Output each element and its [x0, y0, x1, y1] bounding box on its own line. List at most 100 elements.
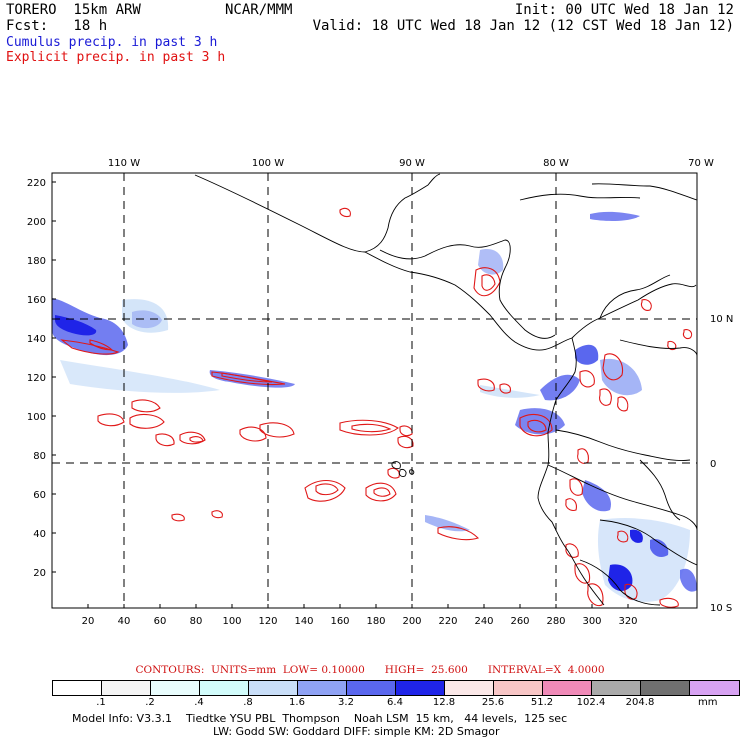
explicit-contour	[373, 487, 391, 497]
y-tick-label: 160	[27, 295, 46, 306]
precip-map: 110 W 100 W 90 W 80 W 70 W 10 N 0 10 S	[27, 158, 733, 625]
explicit-contour	[365, 482, 397, 502]
x-tick-label: 40	[118, 616, 131, 625]
colorbar-label: 25.6	[481, 697, 505, 708]
y-tick-label: 60	[33, 490, 46, 501]
coastline-yucatan	[379, 239, 556, 339]
explicit-contour	[60, 339, 120, 355]
x-tick-label: 20	[82, 616, 95, 625]
explicit-contour	[437, 526, 480, 541]
explicit-contour	[667, 340, 677, 351]
cumulus-area	[122, 299, 169, 333]
explicit-contour	[599, 388, 612, 406]
contour-info: CONTOURS: UNITS=mm LOW= 0.10000 HIGH= 25…	[135, 664, 605, 676]
lon-label-70w: 70 W	[688, 158, 714, 169]
colorbar-unit: mm	[698, 697, 718, 708]
explicit-contour	[221, 372, 273, 383]
colorbar-label: .2	[145, 697, 155, 708]
organization: NCAR/MMM	[225, 2, 293, 18]
colorbar-swatch	[249, 681, 298, 695]
colorbar-swatch	[690, 681, 739, 695]
colorbar-label: 6.4	[387, 697, 403, 708]
colorbar-swatch	[396, 681, 445, 695]
explicit-contour	[682, 329, 693, 340]
explicit-contour	[579, 370, 595, 388]
y-tick-label: 80	[33, 451, 46, 462]
colorbar	[52, 680, 740, 696]
cumulus-area	[650, 539, 669, 558]
explicit-contour	[569, 478, 583, 496]
cumulus-area	[60, 360, 220, 393]
y-tick-label: 140	[27, 334, 46, 345]
explicit-contour	[189, 436, 204, 443]
explicit-contour	[574, 563, 591, 584]
lon-label-90w: 90 W	[399, 158, 425, 169]
cumulus-area	[575, 344, 599, 365]
colorbar-label: 12.8	[432, 697, 456, 708]
explicit-contour	[89, 339, 114, 351]
explicit-contour	[617, 530, 629, 543]
y-tick-label: 180	[27, 256, 46, 267]
explicit-contour	[387, 467, 400, 479]
explicit-contour	[499, 383, 511, 394]
explicit-contour	[659, 597, 679, 608]
colorbar-swatch	[298, 681, 347, 695]
colorbar-label: 204.8	[625, 697, 655, 708]
cumulus-area	[582, 480, 611, 512]
explicit-contour	[640, 299, 652, 311]
coastline-mexico	[194, 173, 441, 253]
y-tick-label: 40	[33, 529, 46, 540]
colorbar-label: .8	[243, 697, 253, 708]
colorbar-label: 102.4	[576, 697, 606, 708]
legend-explicit: Explicit precip. in past 3 h	[6, 50, 226, 65]
colorbar-swatch	[151, 681, 200, 695]
x-tick-label: 240	[474, 616, 493, 625]
cumulus-area	[540, 374, 580, 401]
lon-label-100w: 100 W	[252, 158, 284, 169]
cumulus-area	[680, 568, 697, 592]
colorbar-swatch	[200, 681, 249, 695]
lat-label-0: 0	[710, 459, 716, 470]
colorbar-swatch	[445, 681, 494, 695]
colorbar-swatch	[543, 681, 592, 695]
explicit-contour	[129, 413, 165, 429]
colorbar-swatch	[102, 681, 151, 695]
map-frame	[51, 172, 698, 609]
coastline-brazil-border	[639, 459, 681, 521]
y-tick-label: 100	[27, 412, 46, 423]
explicit-contour	[131, 399, 161, 413]
explicit-contour	[397, 435, 414, 449]
explicit-precip-layer	[60, 207, 693, 608]
explicit-contour	[602, 353, 624, 381]
y-tick-label: 220	[27, 178, 46, 189]
x-tick-label: 300	[582, 616, 601, 625]
x-tick-label: 80	[190, 616, 203, 625]
cumulus-area	[55, 315, 97, 336]
model-info-line1: Model Info: V3.3.1 Tiedtke YSU PBL Thomp…	[72, 712, 568, 725]
x-tick-label: 60	[154, 616, 167, 625]
forecast-hour: Fcst: 18 h	[6, 18, 108, 34]
explicit-contour	[527, 419, 547, 433]
coastline-venezuela-border	[619, 339, 698, 357]
coastline-peru-inland-border	[547, 464, 698, 531]
cumulus-area	[600, 358, 642, 396]
explicit-contour	[477, 378, 495, 392]
coastline-caribbean	[571, 274, 697, 339]
cumulus-area	[478, 249, 504, 275]
x-tick-label: 120	[258, 616, 277, 625]
explicit-contour	[211, 510, 223, 519]
y-tick-label: 120	[27, 373, 46, 384]
colorbar-label: 3.2	[338, 697, 354, 708]
coastline-colombia-pacific	[537, 337, 605, 606]
y-tick-label: 20	[33, 568, 46, 579]
x-tick-label: 260	[510, 616, 529, 625]
explicit-contour	[565, 498, 577, 511]
explicit-contour	[155, 433, 175, 447]
lat-label-10s: 10 S	[710, 603, 732, 614]
x-tick-label: 220	[438, 616, 457, 625]
explicit-contour	[97, 413, 125, 427]
explicit-contour	[171, 513, 185, 522]
explicit-contour	[617, 396, 629, 412]
colorbar-swatch	[53, 681, 102, 695]
y-axis-ticks: 220 200 180 160 140 120 100 80 60 40 20	[27, 178, 56, 579]
